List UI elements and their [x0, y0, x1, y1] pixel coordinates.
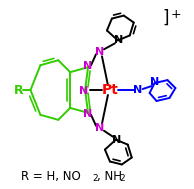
Text: 2: 2: [120, 174, 126, 183]
Text: +: +: [171, 8, 181, 21]
Text: Pt: Pt: [101, 83, 118, 97]
Text: , NH: , NH: [97, 170, 122, 183]
Text: N: N: [112, 135, 121, 145]
Text: N: N: [133, 85, 142, 95]
Text: ]: ]: [163, 9, 169, 27]
Text: 2: 2: [92, 174, 98, 183]
Text: N: N: [95, 47, 105, 57]
Text: N: N: [80, 86, 89, 96]
Text: R = H, NO: R = H, NO: [21, 170, 80, 183]
Text: N: N: [83, 61, 93, 71]
Text: N: N: [114, 35, 123, 45]
Text: N: N: [95, 123, 105, 133]
Text: R: R: [14, 84, 23, 97]
Text: N: N: [83, 109, 93, 119]
Text: N: N: [150, 77, 159, 87]
